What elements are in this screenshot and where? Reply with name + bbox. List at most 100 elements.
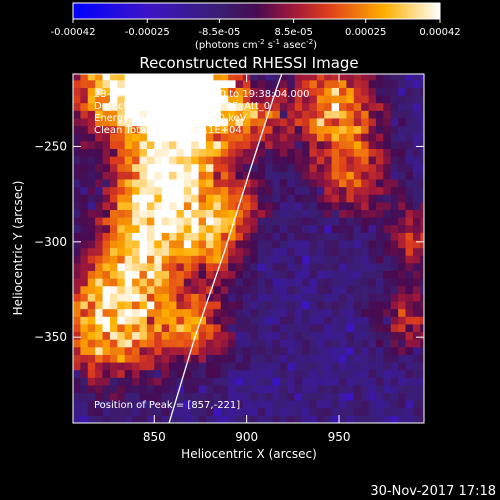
heatmap-cell	[191, 262, 200, 272]
heatmap-cell	[331, 316, 340, 325]
heatmap-cell	[154, 392, 163, 401]
heatmap-cell	[405, 232, 414, 241]
heatmap-cell	[302, 117, 311, 127]
heatmap-cell	[412, 407, 421, 416]
heatmap-cell	[139, 194, 148, 203]
heatmap-cell	[191, 400, 200, 409]
heatmap-cell	[324, 354, 333, 363]
heatmap-cell	[132, 354, 141, 363]
heatmap-cell	[154, 201, 163, 211]
heatmap-cell	[228, 361, 237, 371]
heatmap-cell	[87, 232, 96, 241]
heatmap-cell	[139, 361, 148, 371]
heatmap-cell	[109, 369, 118, 378]
heatmap-cell	[124, 300, 133, 310]
heatmap-cell	[420, 354, 424, 363]
heatmap-cell	[228, 201, 237, 211]
heatmap-cell	[309, 209, 318, 218]
heatmap-cell	[235, 377, 244, 386]
heatmap-cell	[176, 369, 185, 378]
heatmap-cell	[191, 224, 200, 233]
heatmap-cell	[272, 323, 281, 333]
heatmap-cell	[95, 239, 104, 249]
heatmap-cells	[73, 74, 424, 423]
heatmap-cell	[117, 102, 126, 111]
heatmap-cell	[73, 217, 81, 226]
heatmap-cell	[95, 293, 104, 302]
heatmap-cell	[279, 232, 288, 241]
heatmap-cell	[368, 384, 377, 394]
heatmap-cell	[139, 415, 148, 423]
heatmap-cell	[198, 156, 207, 165]
heatmap-cell	[161, 186, 170, 195]
heatmap-cell	[169, 79, 178, 88]
heatmap-cell	[302, 323, 311, 333]
heatmap-cell	[198, 300, 207, 310]
heatmap-cell	[346, 171, 355, 180]
heatmap-cell	[80, 217, 89, 226]
heatmap-cell	[220, 178, 229, 188]
heatmap-cell	[183, 178, 192, 188]
heatmap-cell	[390, 308, 399, 317]
heatmap-cell	[375, 262, 384, 272]
heatmap-cell	[191, 117, 200, 127]
heatmap-cell	[87, 308, 96, 317]
heatmap-cell	[161, 346, 170, 355]
heatmap-cell	[80, 247, 89, 256]
heatmap-cell	[361, 117, 370, 127]
heatmap-cell	[339, 140, 348, 149]
heatmap-cell	[117, 148, 126, 157]
heatmap-cell	[383, 94, 392, 104]
heatmap-cell	[242, 293, 251, 302]
heatmap-cell	[368, 308, 377, 317]
heatmap-cell	[161, 369, 170, 378]
heatmap-cell	[272, 102, 281, 111]
heatmap-cell	[331, 148, 340, 157]
heatmap-cell	[132, 407, 141, 416]
heatmap-cell	[309, 361, 318, 371]
heatmap-cell	[316, 110, 325, 119]
heatmap-cell	[287, 392, 296, 401]
heatmap-cell	[169, 224, 178, 233]
heatmap-cell	[294, 285, 303, 294]
heatmap-cell	[339, 331, 348, 340]
heatmap-cell	[146, 369, 155, 378]
heatmap-cell	[146, 323, 155, 333]
heatmap-cell	[279, 224, 288, 233]
heatmap-cell	[279, 171, 288, 180]
heatmap-cell	[183, 232, 192, 241]
heatmap-cell	[272, 331, 281, 340]
heatmap-cell	[331, 285, 340, 294]
heatmap-cell	[191, 415, 200, 423]
heatmap-cell	[73, 278, 81, 287]
heatmap-cell	[324, 361, 333, 371]
heatmap-cell	[146, 232, 155, 241]
heatmap-cell	[265, 163, 274, 172]
heatmap-cell	[183, 171, 192, 180]
heatmap-cell	[316, 133, 325, 142]
heatmap-cell	[250, 201, 259, 211]
heatmap-cell	[95, 407, 104, 416]
heatmap-cell	[191, 278, 200, 287]
heatmap-cell	[383, 331, 392, 340]
heatmap-cell	[257, 400, 266, 409]
heatmap-cell	[198, 270, 207, 279]
heatmap-cell	[235, 293, 244, 302]
heatmap-cell	[250, 285, 259, 294]
heatmap-cell	[353, 87, 362, 96]
heatmap-cell	[316, 316, 325, 325]
heatmap-cell	[154, 354, 163, 363]
heatmap-cell	[339, 239, 348, 249]
heatmap-cell	[294, 217, 303, 226]
heatmap-cell	[102, 339, 111, 348]
heatmap-cell	[80, 133, 89, 142]
heatmap-cell	[375, 339, 384, 348]
heatmap-cell	[95, 201, 104, 211]
heatmap-cell	[420, 392, 424, 401]
heatmap-cell	[146, 308, 155, 317]
heatmap-cell	[412, 224, 421, 233]
heatmap-cell	[368, 323, 377, 333]
heatmap-cell	[95, 117, 104, 127]
colorbar-ticks: -0.00042 -0.00025 -8.5e-05 8.5e-05 0.00025 0.…	[51, 19, 461, 38]
heatmap-cell	[198, 186, 207, 195]
